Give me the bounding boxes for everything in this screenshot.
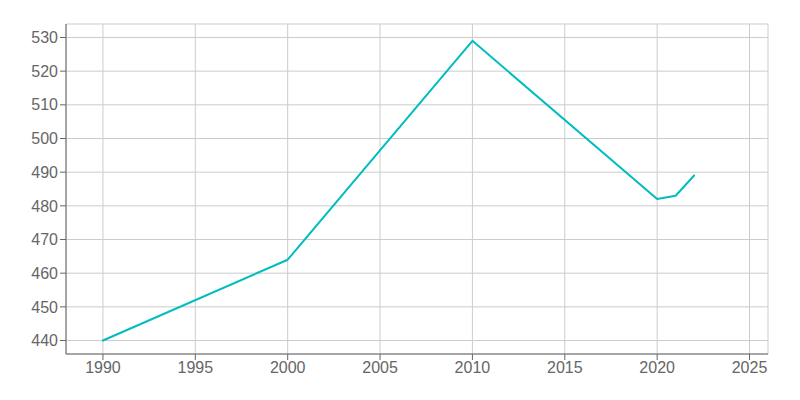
svg-text:2005: 2005: [362, 359, 398, 376]
svg-text:440: 440: [31, 332, 58, 349]
svg-text:1990: 1990: [85, 359, 121, 376]
svg-text:490: 490: [31, 164, 58, 181]
svg-text:2010: 2010: [455, 359, 491, 376]
svg-text:480: 480: [31, 198, 58, 215]
svg-text:2025: 2025: [732, 359, 768, 376]
svg-text:520: 520: [31, 63, 58, 80]
svg-text:2020: 2020: [639, 359, 675, 376]
svg-text:1995: 1995: [178, 359, 214, 376]
svg-text:500: 500: [31, 130, 58, 147]
svg-text:470: 470: [31, 231, 58, 248]
svg-text:460: 460: [31, 265, 58, 282]
svg-text:2000: 2000: [270, 359, 306, 376]
svg-text:450: 450: [31, 299, 58, 316]
svg-text:510: 510: [31, 96, 58, 113]
svg-text:2015: 2015: [547, 359, 583, 376]
svg-text:530: 530: [31, 29, 58, 46]
